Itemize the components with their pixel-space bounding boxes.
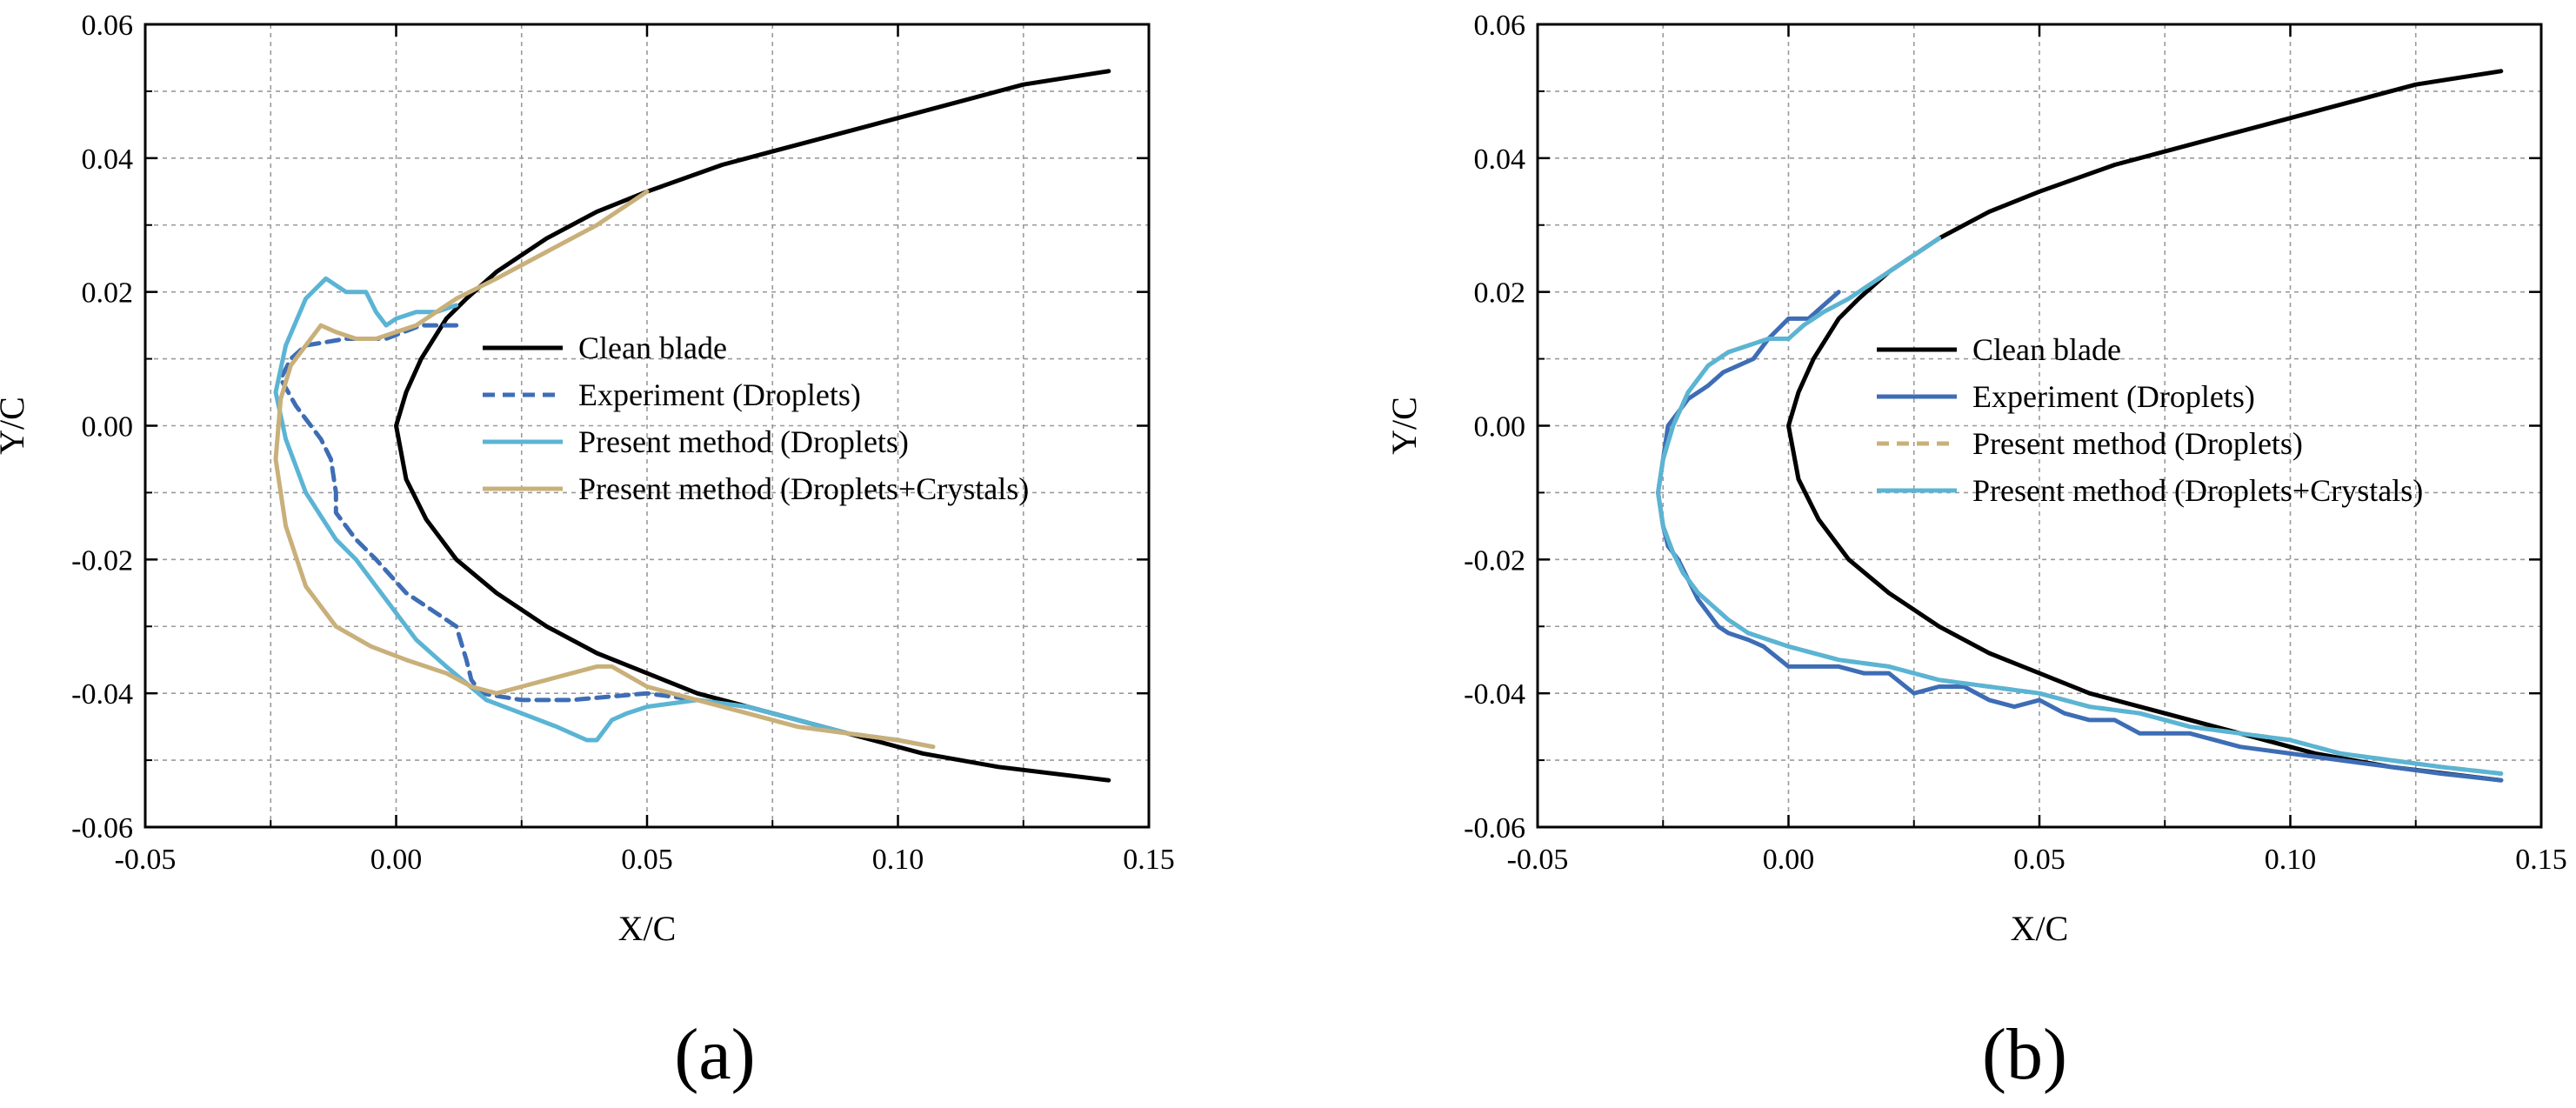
y-tick-label: -0.06 <box>71 812 133 844</box>
y-axis-label: Y/C <box>0 397 31 455</box>
y-tick-label: -0.04 <box>71 678 133 711</box>
legend-label: Present method (Droplets+Crystals) <box>578 471 1029 506</box>
series-line-4 <box>1656 236 2504 776</box>
y-tick-label: 0.04 <box>82 144 134 176</box>
x-tick-label: 0.05 <box>2013 844 2065 876</box>
legend-label: Clean blade <box>1972 332 2121 367</box>
series-line-1 <box>1786 69 2504 783</box>
x-tick-label: 0.10 <box>872 844 924 876</box>
x-axis-label: X/C <box>618 909 677 948</box>
chart-panel-b: -0.05 0.00 0.05 0.10 0.15 -0.06 -0.04 -0.02 0.00… <box>1385 10 2567 1095</box>
y-tick-label: -0.02 <box>1464 544 1525 577</box>
panel-label: (b) <box>1982 1014 2067 1095</box>
y-tick-label: 0.04 <box>1474 144 1526 176</box>
x-tick-label: 0.05 <box>621 844 673 876</box>
x-tick-label: -0.05 <box>1507 844 1569 876</box>
y-tick-label: 0.00 <box>1474 411 1526 444</box>
legend-label: Present method (Droplets) <box>1972 426 2303 461</box>
series-line-3 <box>273 276 936 750</box>
x-tick-label: 0.00 <box>370 844 423 876</box>
x-tick-label: 0.15 <box>2515 844 2567 876</box>
y-tick-label: -0.04 <box>1464 678 1525 711</box>
y-tick-label: 0.02 <box>82 277 134 310</box>
grid <box>145 24 1149 827</box>
x-tick-label: 0.15 <box>1123 844 1175 876</box>
legend-label: Clean blade <box>578 330 727 365</box>
chart-panel-a: -0.05 0.00 0.05 0.10 0.15 -0.06 -0.04 -0.02 0.00… <box>0 10 1175 1095</box>
legend-label: Experiment (Droplets) <box>578 377 861 412</box>
legend-label: Present method (Droplets) <box>578 424 909 459</box>
y-axis-label: Y/C <box>1385 397 1424 455</box>
x-tick-label: 0.10 <box>2265 844 2317 876</box>
x-tick-label: 0.00 <box>1763 844 1815 876</box>
grid <box>1538 24 2541 827</box>
y-tick-label: 0.06 <box>1474 10 1526 42</box>
legend: Clean blade Experiment (Droplets) Present … <box>483 330 1029 506</box>
legend: Clean blade Experiment (Droplets) Present … <box>1877 332 2423 508</box>
legend-label: Experiment (Droplets) <box>1972 379 2255 414</box>
y-tick-label: -0.06 <box>1464 812 1525 844</box>
legend-label: Present method (Droplets+Crystals) <box>1972 473 2423 508</box>
series-line-4 <box>273 189 936 750</box>
panel-label: (a) <box>674 1014 755 1095</box>
x-tick-label: -0.05 <box>115 844 177 876</box>
y-tick-label: 0.02 <box>1474 277 1526 310</box>
y-tick-label: -0.02 <box>71 544 133 577</box>
y-tick-label: 0.06 <box>82 10 134 42</box>
series-line-2 <box>1656 290 2504 783</box>
y-tick-label: 0.00 <box>82 411 134 444</box>
x-axis-label: X/C <box>2011 909 2069 948</box>
